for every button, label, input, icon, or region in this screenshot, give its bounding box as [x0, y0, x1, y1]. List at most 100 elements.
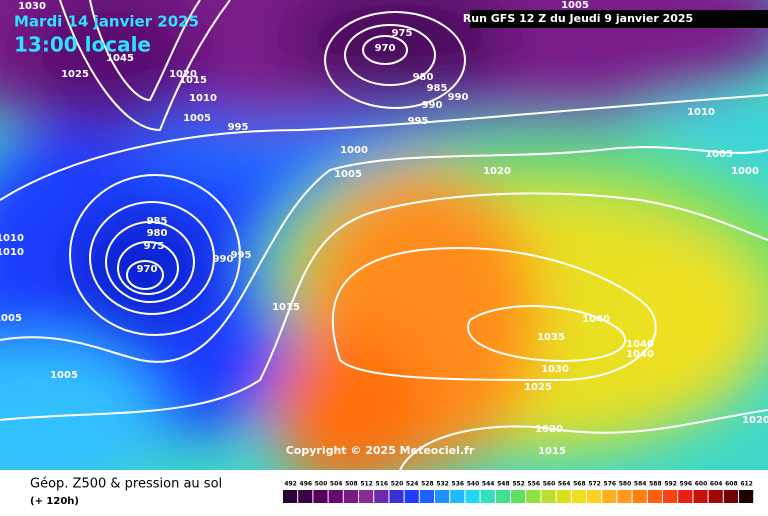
- legend-swatch: [541, 490, 556, 503]
- isobar-label: 985: [427, 83, 448, 94]
- time: 13:00 locale: [14, 33, 151, 57]
- legend-label: 600: [695, 481, 708, 488]
- isobar-label: 1020: [535, 424, 563, 435]
- legend-label: 516: [376, 481, 389, 488]
- isobar-label: 1010: [687, 107, 715, 118]
- isobar-label: 1045: [106, 53, 134, 64]
- legend-swatch: [678, 490, 693, 503]
- legend-label: 544: [482, 481, 495, 488]
- isobar-label: 1025: [524, 382, 552, 393]
- legend-swatch: [617, 490, 632, 503]
- isobar-label: 1040: [626, 339, 654, 350]
- isobar-label: 995: [228, 122, 249, 133]
- legend-label: 584: [634, 481, 647, 488]
- legend-label: 532: [436, 481, 449, 488]
- legend-label: 608: [725, 481, 738, 488]
- legend-label: 548: [497, 481, 510, 488]
- legend-label: 520: [391, 481, 404, 488]
- legend-swatch: [435, 490, 450, 503]
- legend-label: 524: [406, 481, 419, 488]
- isobar-label: 1005: [50, 370, 78, 381]
- legend-label: 568: [573, 481, 586, 488]
- legend-swatch: [663, 490, 678, 503]
- footer-title: Géop. Z500 & pression au sol: [30, 477, 222, 492]
- isobar-label: 990: [213, 254, 234, 265]
- legend-swatch: [526, 490, 541, 503]
- isobar-label: 1040: [582, 314, 610, 325]
- isobar-label: 980: [413, 72, 434, 83]
- legend-label: 596: [680, 481, 693, 488]
- legend-label: 592: [664, 481, 677, 488]
- isobar-label: 1015: [272, 302, 300, 313]
- legend-swatch: [571, 490, 586, 503]
- isobar-label: 975: [392, 28, 413, 39]
- isobar-label: 1005: [0, 313, 22, 324]
- legend-label: 564: [558, 481, 571, 488]
- isobar-label: 970: [137, 264, 158, 275]
- date: Mardi 14 janvier 2025: [14, 13, 199, 31]
- isobar-label: 1010: [0, 247, 24, 258]
- isobar-label: 1000: [340, 145, 368, 156]
- isobar-label: 1030: [541, 364, 569, 375]
- legend-label: 552: [512, 481, 525, 488]
- isobar-label: 1005: [334, 169, 362, 180]
- legend-swatch: [480, 490, 495, 503]
- legend-label: 560: [543, 481, 556, 488]
- isobar-label: 1020: [169, 69, 197, 80]
- isobar-label: 1015: [538, 446, 566, 457]
- legend-label: 504: [330, 481, 343, 488]
- legend-swatch: [450, 490, 465, 503]
- isobar-label: 1020: [483, 166, 511, 177]
- legend-label: 612: [740, 481, 753, 488]
- isobar-label: 980: [147, 228, 168, 239]
- isobar-label: 1025: [61, 69, 89, 80]
- isobar-label: 975: [144, 241, 165, 252]
- footer-subtitle: (+ 120h): [30, 496, 79, 507]
- isobar-label: 1040: [626, 349, 654, 360]
- legend-label: 576: [604, 481, 617, 488]
- isobar-label: 1020: [742, 469, 768, 480]
- legend: 492 496 500 504 508 512 516 520 524 528 532 536 540 5…: [283, 481, 754, 503]
- legend-label: 540: [467, 481, 480, 488]
- isobar-label: 1005: [561, 0, 589, 11]
- isobar-label: 1005: [705, 149, 733, 160]
- legend-label: 572: [588, 481, 601, 488]
- legend-swatch: [374, 490, 389, 503]
- legend-label: 588: [649, 481, 662, 488]
- legend-label: 536: [452, 481, 465, 488]
- map: 1030102510451020101510101005995100010059…: [0, 0, 768, 480]
- isobar-label: 1010: [189, 93, 217, 104]
- legend-swatch: [632, 490, 647, 503]
- legend-swatch: [313, 490, 328, 503]
- isobar-label: 1015: [179, 75, 207, 86]
- legend-swatch: [647, 490, 662, 503]
- legend-swatch: [556, 490, 571, 503]
- legend-swatch: [419, 490, 434, 503]
- legend-swatch: [693, 490, 708, 503]
- isobar-label: 1000: [731, 166, 759, 177]
- legend-swatch: [404, 490, 419, 503]
- isobar-label: 990: [448, 92, 469, 103]
- legend-label: 580: [619, 481, 632, 488]
- isobar-label: 990: [422, 100, 443, 111]
- legend-swatch: [723, 490, 738, 503]
- copyright: Copyright © 2025 Meteociel.fr: [286, 444, 475, 457]
- legend-label: 508: [345, 481, 358, 488]
- legend-swatch: [587, 490, 602, 503]
- isobar-label: 1005: [183, 113, 211, 124]
- isobar-label: 995: [231, 250, 252, 261]
- legend-label: 512: [360, 481, 373, 488]
- run-box: [470, 10, 768, 28]
- isobar-label: 1020: [742, 415, 768, 426]
- isobar-label: 1010: [0, 233, 24, 244]
- legend-label: 604: [710, 481, 723, 488]
- isobar-label: 995: [408, 116, 429, 127]
- isobar-label: 970: [375, 43, 396, 54]
- legend-swatch: [283, 490, 298, 503]
- legend-swatch: [343, 490, 358, 503]
- legend-label: 492: [284, 481, 297, 488]
- legend-swatch: [511, 490, 526, 503]
- isobars: [0, 0, 768, 470]
- run: Run GFS 12 Z du Jeudi 9 janvier 2025: [463, 12, 693, 25]
- legend-swatch: [708, 490, 723, 503]
